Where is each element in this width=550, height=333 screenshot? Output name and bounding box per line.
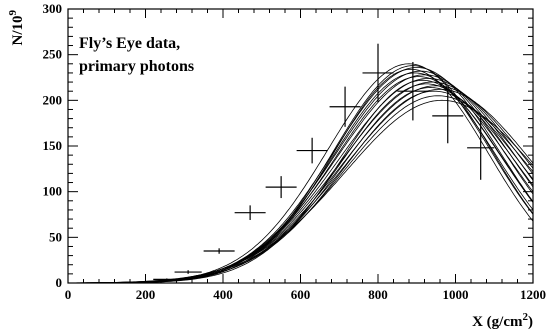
model-curve [68, 67, 534, 284]
model-curve [68, 79, 534, 284]
model-curve [68, 87, 534, 284]
y-tick-label: 0 [56, 275, 63, 290]
x-tick-label: 1200 [520, 287, 546, 302]
model-curve [68, 63, 534, 284]
x-tick-label: 600 [291, 287, 311, 302]
model-curve [68, 90, 534, 284]
y-tick-label: 150 [43, 138, 63, 153]
y-tick-label: 200 [43, 92, 63, 107]
x-axis-ticks: 0 200 400 600 800 1000 1200 [65, 9, 546, 302]
data-points [153, 43, 495, 281]
x-tick-label: 200 [136, 287, 156, 302]
model-curve [67, 74, 534, 284]
x-tick-label: 0 [65, 287, 72, 302]
x-tick-label: 1000 [443, 287, 469, 302]
model-curve [68, 89, 534, 284]
model-curve [68, 83, 534, 284]
y-tick-label: 50 [49, 229, 62, 244]
x-tick-label: 800 [368, 287, 388, 302]
x-axis-title: X (g/cm2) [472, 311, 533, 330]
y-tick-label: 100 [43, 184, 63, 199]
model-curve [68, 99, 534, 284]
x-tick-label: 400 [213, 287, 233, 302]
model-curve [68, 77, 534, 284]
y-axis-title: N/109 [7, 10, 26, 46]
y-tick-label: 250 [43, 47, 63, 62]
annotation-line-1: Fly’s Eye data, [79, 35, 180, 52]
model-curve [68, 95, 534, 284]
annotation-line-2: primary photons [79, 58, 194, 75]
y-tick-label: 300 [43, 1, 63, 16]
model-curves [67, 63, 534, 284]
y-axis-ticks: 0 50 100 150 200 250 300 [43, 1, 533, 290]
